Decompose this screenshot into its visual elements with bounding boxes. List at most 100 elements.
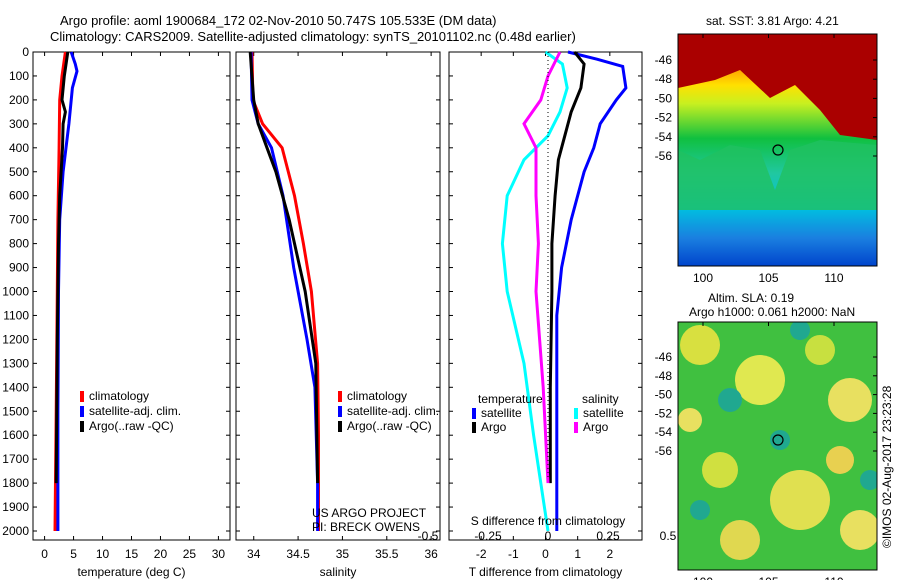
sla-map-image — [678, 322, 877, 570]
lat-tick-label: -56 — [655, 149, 673, 163]
lon-tick-label: 105 — [758, 271, 778, 285]
legend-swatch — [80, 421, 84, 432]
x-tick-label: 15 — [125, 547, 139, 561]
lon-tick-label: 110 — [824, 271, 843, 285]
sla-blob — [805, 335, 835, 365]
x-tick-label: 35 — [336, 547, 350, 561]
lat-tick-label: -48 — [655, 369, 673, 383]
profile-line-t-satellite — [555, 50, 628, 531]
legend-swatch — [574, 408, 578, 419]
sla-blob — [720, 520, 760, 560]
legend-swatch — [338, 406, 342, 417]
argo-position-marker — [772, 144, 784, 156]
green-region — [678, 140, 877, 210]
y-tick-label: 1600 — [2, 428, 29, 442]
x2-tick-label: -0.25 — [474, 529, 502, 543]
legend-swatch — [80, 406, 84, 417]
x2-tick-label: 0 — [545, 529, 552, 543]
lat-tick-label: -50 — [655, 388, 673, 402]
sla-map-title1: Altim. SLA: 0.19 — [708, 291, 795, 305]
lat-tick-label: -54 — [655, 130, 673, 144]
y-tick-label: 700 — [9, 213, 29, 227]
sla-blob — [680, 325, 720, 365]
sla-blob — [702, 452, 738, 488]
lon-tick-label: 105 — [758, 575, 778, 580]
x-tick-label: 1 — [574, 547, 581, 561]
legend-label: satellite — [583, 406, 624, 420]
sla-map: -46 -48 -50 -52 -54 -56 100 105 110 — [655, 321, 878, 580]
x-tick-label: 35.5 — [375, 547, 399, 561]
lat-tick-label: -50 — [655, 91, 673, 105]
y-tick-label: 300 — [9, 117, 29, 131]
x-tick-label: 20 — [154, 547, 168, 561]
x-tick-label: 34.5 — [286, 547, 310, 561]
x-tick-label: -2 — [476, 547, 487, 561]
profile-line-climatology — [250, 51, 320, 531]
legend-label: satellite-adj. clim. — [347, 404, 439, 418]
y-tick-label: 400 — [9, 141, 29, 155]
y-tick-label: 1400 — [2, 380, 29, 394]
argo-position-marker — [772, 434, 784, 446]
profile-line-s-argo — [522, 51, 562, 484]
x-tick-label: 25 — [183, 547, 197, 561]
lat-tick-label: -52 — [655, 406, 673, 420]
lat-tick-label: -46 — [655, 350, 673, 364]
sla-map-frame — [677, 321, 878, 571]
legend-label: Argo(..raw -QC) — [89, 419, 174, 433]
y-tick-label: 1100 — [3, 308, 29, 322]
sla-blob — [690, 500, 710, 520]
legend-swatch — [338, 421, 342, 432]
y-tick-label: 200 — [9, 93, 29, 107]
lat-tick-label: -54 — [655, 425, 673, 439]
legend-label: Argo — [481, 420, 507, 434]
profile-line-t-argo — [548, 51, 586, 484]
x-tick-label: 0 — [542, 547, 549, 561]
y-tick-label: 1700 — [2, 452, 29, 466]
sla-blob — [735, 355, 785, 405]
y-tick-label: 100 — [9, 69, 29, 83]
x-tick-label: 36 — [424, 547, 438, 561]
x-axis-label: temperature (deg C) — [77, 565, 185, 579]
profile-line-s-satellite — [500, 50, 569, 532]
lon-tick-label: 110 — [824, 575, 843, 580]
x-tick-label: 0 — [41, 547, 48, 561]
lat-tick-label: -52 — [655, 111, 673, 125]
sla-blob — [860, 470, 877, 490]
legend-swatch — [472, 408, 476, 419]
x2-tick-label: 0.25 — [596, 529, 620, 543]
y-tick-label: 1800 — [2, 476, 29, 490]
sla-blob — [770, 430, 790, 450]
sla-blob — [828, 378, 872, 422]
sla-blob — [840, 510, 877, 550]
y-tick-label: 0 — [22, 45, 29, 59]
sla-blob — [718, 388, 742, 412]
lat-tick-label: -56 — [655, 444, 673, 458]
project-note: PI: BRECK OWENS — [312, 520, 420, 534]
y-tick-label: 1200 — [2, 332, 29, 346]
sla-blob — [790, 322, 810, 340]
x-tick-label: 30 — [212, 547, 226, 561]
lon-tick-label: 100 — [693, 575, 713, 580]
x-tick-label: -1 — [508, 547, 519, 561]
y-tick-label: 1500 — [2, 404, 29, 418]
legend-label: Argo — [583, 420, 609, 434]
legend-swatch — [338, 391, 342, 402]
sst-map: -46 -48 -50 -52 -54 -56 100 105 110 — [655, 33, 878, 285]
y-tick-label: 800 — [9, 237, 29, 251]
lat-tick-label: -46 — [655, 53, 673, 67]
title-line2: Climatology: CARS2009. Satellite-adjuste… — [50, 29, 576, 44]
legend-label: climatology — [89, 389, 149, 403]
x-tick-label: 5 — [70, 547, 77, 561]
x-axis-label: T difference from climatology — [469, 565, 623, 579]
x-tick-label: 10 — [96, 547, 110, 561]
title-line1: Argo profile: aoml 1900684_172 02-Nov-20… — [60, 13, 497, 28]
sla-blob — [770, 470, 830, 530]
project-note: US ARGO PROJECT — [312, 506, 427, 520]
x-axis-label: salinity — [320, 565, 357, 579]
legend-swatch — [472, 422, 476, 433]
x2-axis-label: S difference from climatology — [471, 514, 626, 528]
panel-3-frame — [448, 51, 643, 541]
y-tick-label: 500 — [9, 165, 29, 179]
panel-2-frame — [235, 51, 441, 541]
